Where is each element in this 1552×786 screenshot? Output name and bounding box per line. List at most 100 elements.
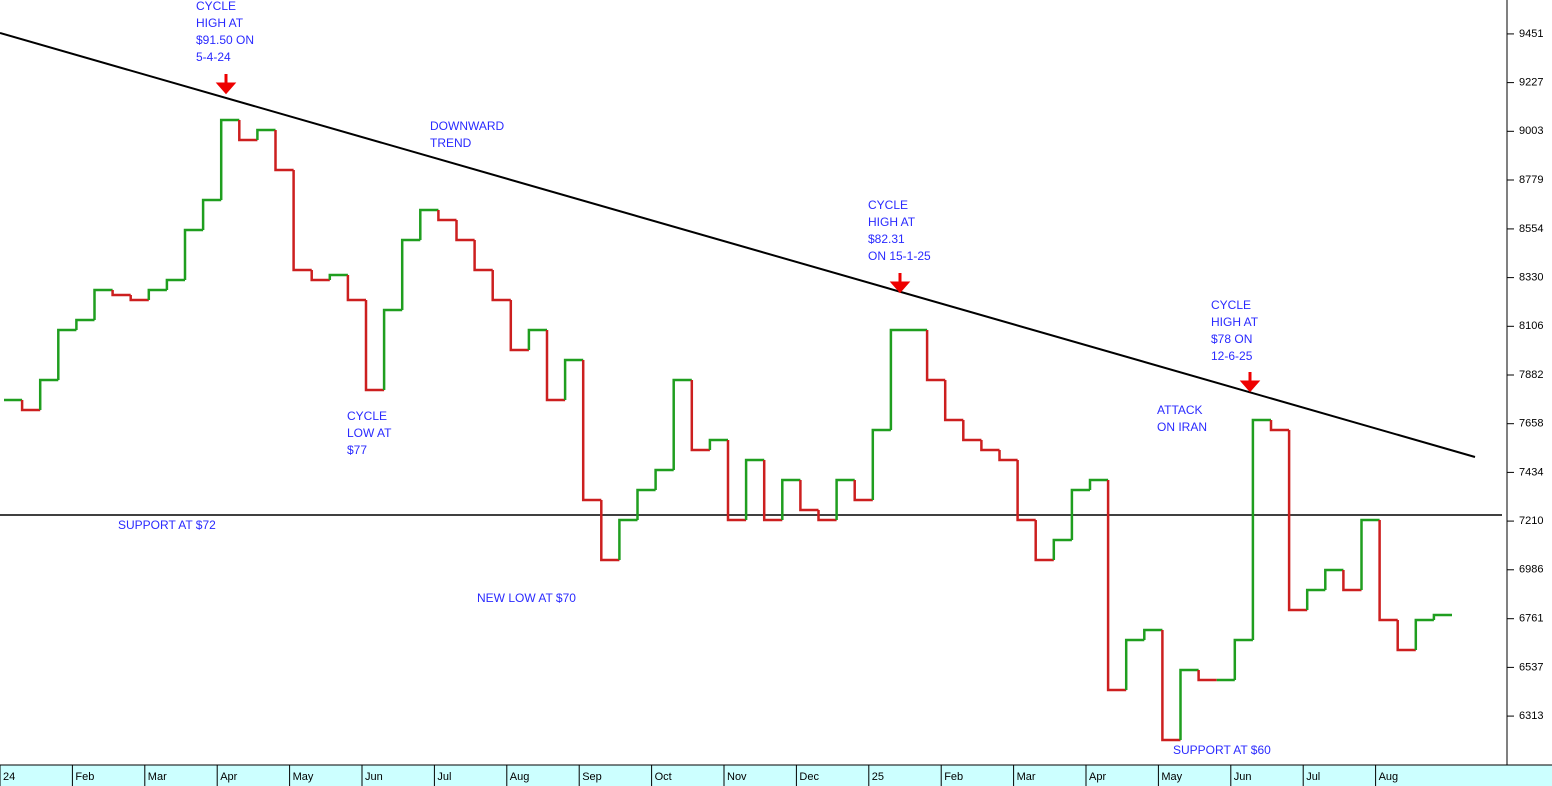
price-step: [726, 440, 747, 522]
price-step: [1396, 620, 1416, 652]
x-tick-label: Nov: [727, 771, 747, 783]
x-tick-label: Oct: [655, 771, 672, 783]
price-step: [1324, 568, 1344, 590]
price-step: [708, 438, 728, 450]
y-tick-label: 6761: [1519, 613, 1543, 625]
price-step: [853, 480, 873, 502]
price-step: [871, 428, 891, 500]
x-tick-label: May: [1161, 771, 1182, 783]
price-step: [455, 220, 475, 242]
price-step: [491, 270, 511, 302]
x-tick-label: Jul: [437, 771, 451, 783]
y-tick-label: 8554: [1519, 223, 1543, 235]
price-step: [1124, 638, 1145, 690]
price-step: [274, 130, 294, 172]
annotation: CYCLE: [868, 198, 908, 212]
x-tick-label: Aug: [1379, 771, 1399, 783]
x-tick-label: Dec: [799, 771, 819, 783]
annotation: SUPPORT AT $72: [118, 518, 216, 532]
annotation: HIGH AT: [1211, 315, 1259, 329]
price-step: [817, 510, 837, 522]
annotation: $77: [347, 443, 367, 457]
x-tick-label: Jul: [1306, 771, 1320, 783]
price-step: [219, 118, 240, 200]
arrow: [889, 273, 911, 294]
annotation: TREND: [430, 136, 472, 150]
annotation: 12-6-25: [1211, 349, 1253, 363]
price-step: [57, 328, 77, 380]
x-tick-label: Feb: [944, 771, 963, 783]
y-tick-label: 7210: [1519, 515, 1543, 527]
price-step: [183, 228, 204, 280]
price-step: [1269, 420, 1290, 432]
price-step: [1233, 638, 1253, 680]
arrow: [1239, 372, 1261, 393]
annotation: CYCLE: [347, 409, 387, 423]
price-step: [328, 273, 348, 280]
price-step: [292, 170, 312, 272]
trend-line: [0, 32, 1476, 458]
price-step: [1034, 520, 1054, 562]
price-step: [980, 440, 1000, 452]
price-step: [437, 210, 457, 222]
annotation: HIGH AT: [196, 16, 244, 30]
price-step: [1161, 630, 1181, 742]
price-step: [38, 378, 59, 410]
price-step: [618, 518, 638, 560]
price-step: [925, 330, 946, 382]
price-step: [419, 208, 439, 240]
price-step: [636, 488, 656, 520]
x-tick-label: 25: [872, 771, 884, 783]
y-tick-label: 7882: [1519, 369, 1543, 381]
price-step: [889, 328, 909, 430]
price-step: [147, 288, 167, 300]
annotation: ON IRAN: [1157, 420, 1207, 434]
price-step: [1179, 668, 1199, 740]
x-tick-label: Feb: [75, 771, 94, 783]
arrow: [215, 74, 237, 95]
y-tick-label: 7434: [1519, 466, 1543, 478]
x-tick-label: 24: [3, 771, 15, 783]
arrows: [215, 74, 1261, 393]
y-tick-label: 6986: [1519, 564, 1543, 576]
price-step: [545, 330, 566, 402]
x-tick-label: Jun: [1234, 771, 1252, 783]
annotation: NEW LOW AT $70: [477, 591, 576, 605]
price-step: [1432, 613, 1452, 620]
price-step: [744, 458, 765, 520]
price-step: [1106, 480, 1127, 692]
y-tick-label: 7658: [1519, 418, 1543, 430]
price-step: [998, 450, 1018, 462]
price-step: [672, 378, 692, 470]
x-tick-label: Mar: [1017, 771, 1036, 783]
price-step: [1287, 430, 1308, 612]
y-tick-label: 9227: [1519, 77, 1543, 89]
price-step: [1342, 570, 1362, 592]
annotation: DOWNWARD: [430, 119, 505, 133]
price-step: [1016, 460, 1036, 522]
x-tick-label: Sep: [582, 771, 602, 783]
price-step: [1052, 538, 1072, 560]
price-step: [93, 288, 113, 320]
price-step: [835, 478, 855, 520]
y-tick-label: 8779: [1519, 174, 1543, 186]
annotation: $82.31: [868, 232, 905, 246]
price-step: [581, 360, 602, 502]
price-step: [762, 460, 783, 522]
price-step: [1378, 520, 1398, 622]
price-step: [473, 240, 493, 272]
price-step: [165, 278, 185, 290]
annotation: HIGH AT: [868, 215, 916, 229]
price-step: [1414, 618, 1434, 650]
annotation: ON 15-1-25: [868, 249, 931, 263]
y-tick-label: 6313: [1519, 710, 1543, 722]
price-step: [20, 400, 41, 412]
price-step: [111, 290, 131, 297]
price-step: [654, 468, 674, 490]
price-step: [1070, 488, 1090, 540]
price-step: [1088, 478, 1109, 490]
x-tick-label: Jun: [365, 771, 383, 783]
annotation: LOW AT: [347, 426, 392, 440]
price-step: [1143, 628, 1163, 640]
